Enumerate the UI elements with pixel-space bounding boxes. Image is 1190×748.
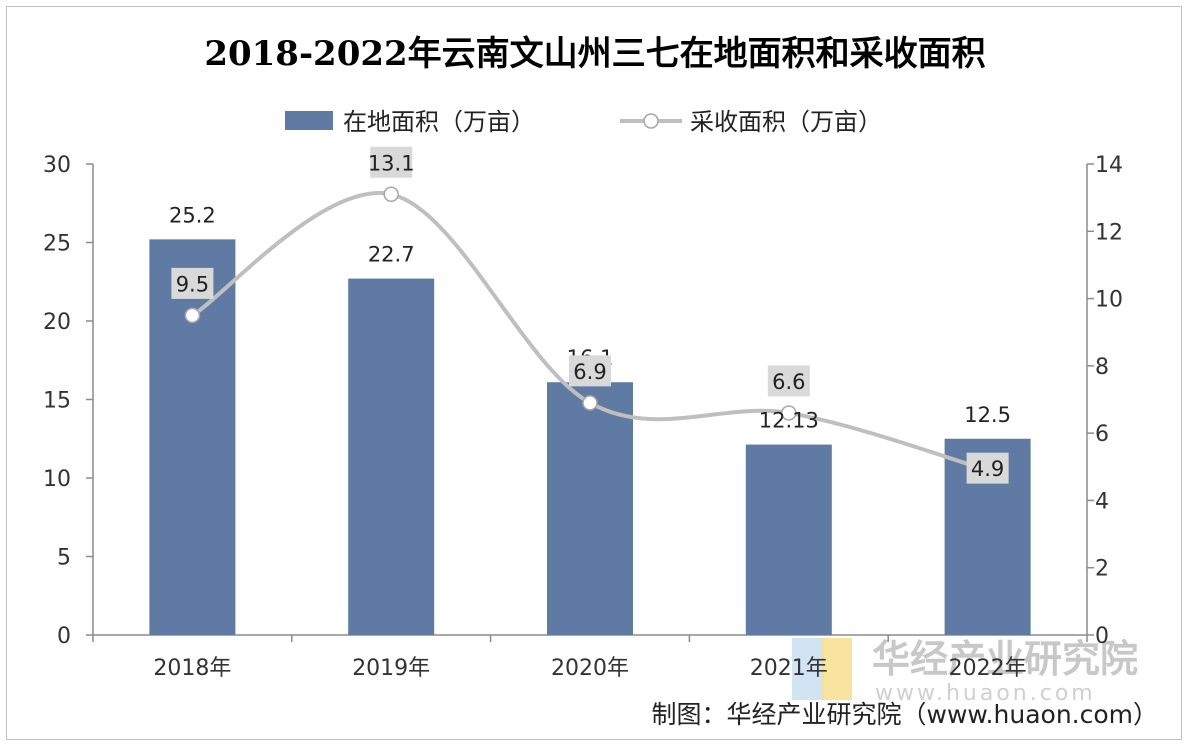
line-label-box <box>370 146 413 178</box>
legend-line-label[interactable]: 采收面积（万亩） <box>690 108 882 136</box>
bar-value-label: 12.13 <box>759 409 819 433</box>
legend: 在地面积（万亩） 采收面积（万亩） <box>285 108 882 136</box>
y-left-tick-label: 10 <box>43 467 71 492</box>
watermark-url: www.huaon.com <box>875 681 1096 706</box>
bar <box>348 278 435 635</box>
bar <box>149 239 236 636</box>
line-point <box>383 186 399 203</box>
y-right-tick-label: 14 <box>1095 153 1123 178</box>
legend-bar-label[interactable]: 在地面积（万亩） <box>343 108 535 136</box>
x-tick-label: 2020年 <box>551 656 629 681</box>
y-left-tick-label: 5 <box>57 546 71 571</box>
bar-value-label: 12.5 <box>964 403 1011 427</box>
source-credit: 制图：华经产业研究院（www.huaon.com） <box>652 700 1158 729</box>
line-value-label: 6.9 <box>573 360 606 384</box>
line-point <box>781 405 797 421</box>
line-value-label: 6.6 <box>772 370 805 394</box>
y-left-tick-label: 0 <box>57 624 71 649</box>
line-path <box>191 191 989 473</box>
line-label-box <box>171 267 214 299</box>
watermark-logo-right <box>822 638 852 700</box>
bars <box>149 239 1031 636</box>
bar <box>745 444 832 635</box>
bar <box>547 382 633 635</box>
line-value-label: 9.5 <box>176 272 209 296</box>
chart-frame <box>6 6 1182 740</box>
line-label-box <box>569 355 611 387</box>
y-right-tick-label: 8 <box>1095 355 1109 380</box>
x-tick-label: 2018年 <box>153 656 231 681</box>
line-label-box <box>767 365 810 397</box>
y-right-tick-label: 10 <box>1095 288 1123 313</box>
line-value-label: 13.1 <box>368 151 415 175</box>
legend-bar-swatch <box>285 111 333 130</box>
watermark: 华经产业研究院 www.huaon.com <box>792 637 1138 706</box>
y-left-tick-label: 25 <box>43 232 71 257</box>
y-right-tick-label: 12 <box>1095 220 1123 245</box>
line-value-label: 4.9 <box>971 457 1004 481</box>
x-tick-label: 2021年 <box>750 656 828 681</box>
chart-title: 2018-2022年云南文山州三七在地面积和采收面积 <box>204 34 985 74</box>
axes: 0 5 10 15 20 25 30 0 2 4 6 8 10 12 14 2018年 2019年 2020年 20… <box>43 153 1123 681</box>
y-right-tick-label: 6 <box>1095 422 1109 447</box>
legend-line-marker <box>643 113 659 129</box>
y-left-tick-label: 15 <box>43 389 71 414</box>
y-left-tick-label: 20 <box>43 310 71 335</box>
y-right-tick-label: 0 <box>1095 624 1109 649</box>
bar-value-label: 25.2 <box>169 203 216 227</box>
y-right-tick-label: 2 <box>1095 557 1109 582</box>
line-label-box <box>966 452 1009 484</box>
bar-value-label: 22.7 <box>368 243 415 267</box>
watermark-logo-left <box>792 638 824 700</box>
x-tick-label: 2019年 <box>352 656 430 681</box>
line-point <box>184 307 201 324</box>
y-right-tick-label: 4 <box>1095 489 1109 514</box>
watermark-name: 华经产业研究院 <box>872 637 1138 681</box>
line-point <box>582 395 598 411</box>
x-tick-label: 2022年 <box>949 656 1027 681</box>
y-left-tick-label: 30 <box>43 153 71 178</box>
